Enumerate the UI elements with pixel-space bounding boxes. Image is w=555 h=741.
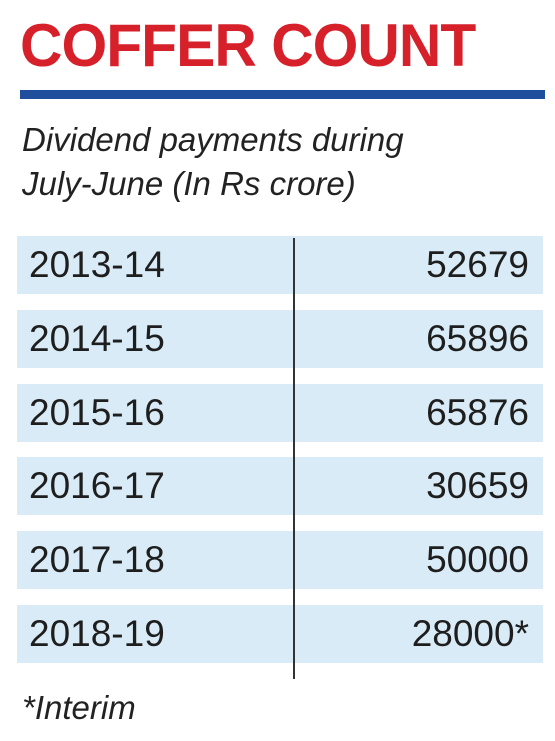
table-row: 2015-16 65876 — [17, 384, 543, 442]
table-row: 2018-19 28000* — [17, 605, 543, 663]
title-underline — [20, 90, 545, 99]
column-divider — [293, 238, 295, 679]
row-year: 2017-18 — [29, 539, 165, 580]
table-row: 2013-14 52679 — [17, 236, 543, 294]
row-year: 2015-16 — [29, 392, 165, 433]
chart-title: COFFER COUNT — [20, 12, 476, 79]
dividend-table: 2013-14 52679 2014-15 65896 2015-16 65876 2016… — [17, 0, 543, 741]
row-year: 2013-14 — [29, 244, 165, 285]
subtitle-line-1: Dividend payments during — [22, 121, 404, 158]
table-row: 2016-17 30659 — [17, 457, 543, 515]
footnote: *Interim — [22, 689, 136, 726]
table-row: 2014-15 65896 — [17, 310, 543, 368]
row-value: 50000 — [426, 539, 529, 580]
chart-subtitle: Dividend payments during July-June (In R… — [22, 118, 404, 206]
row-value: 28000* — [411, 613, 529, 654]
row-value: 65876 — [426, 392, 529, 433]
subtitle-line-2: July-June (In Rs crore) — [22, 165, 356, 202]
row-value: 30659 — [426, 465, 529, 506]
row-year: 2014-15 — [29, 318, 165, 359]
row-year: 2016-17 — [29, 465, 165, 506]
row-value: 65896 — [426, 318, 529, 359]
row-value: 52679 — [426, 244, 529, 285]
row-year: 2018-19 — [29, 613, 165, 654]
table-row: 2017-18 50000 — [17, 531, 543, 589]
